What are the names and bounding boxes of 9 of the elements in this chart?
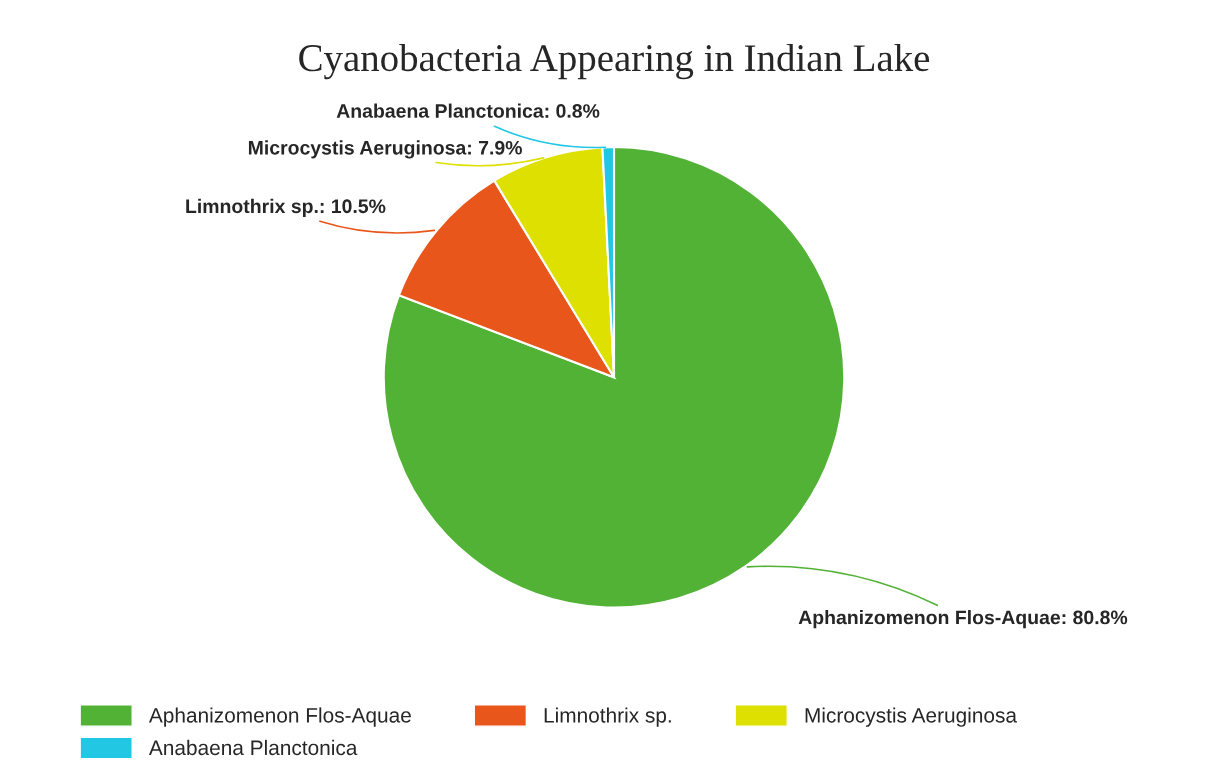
legend-label: Aphanizomenon Flos-Aquae	[148, 707, 411, 727]
legend-label: Anabaena Planctonica	[148, 739, 358, 756]
legend-label: Limnothrix sp.	[544, 707, 671, 727]
data-label: Aphanizomenon Flos-Aquae: 80.8%	[798, 610, 1128, 629]
legend-label: Microcystis Aeruginosa	[805, 707, 1017, 727]
chart-title: Cyanobacteria Appearing in Indian Lake	[299, 43, 930, 80]
data-label: Anabaena Planctonica: 0.8%	[336, 103, 600, 118]
data-label: Limnothrix sp.: 10.5%	[186, 198, 386, 217]
data-label: Microcystis Aeruginosa: 7.9%	[248, 140, 522, 159]
